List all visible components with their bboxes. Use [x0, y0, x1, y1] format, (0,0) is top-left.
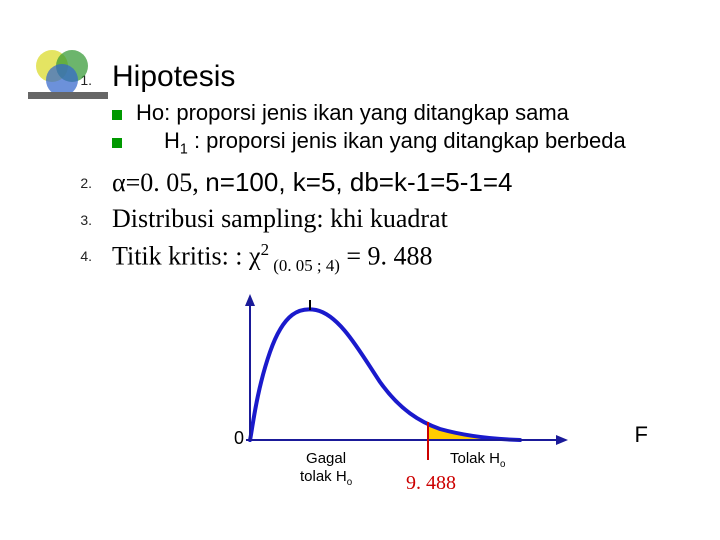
- bullet-icon: [112, 110, 122, 120]
- critical-value-label: 9. 488: [406, 472, 456, 495]
- h1-rest: : proporsi jenis ikan yang ditangkap ber…: [188, 128, 626, 153]
- x-axis-arrow-icon: [556, 435, 568, 445]
- item-4-content: Titik kritis: : χ2 (0. 05 ; 4) = 9. 488: [92, 240, 680, 276]
- gagal-line1: Gagal: [306, 450, 346, 467]
- reject-region-label: Tolak Ho: [450, 450, 505, 470]
- item-1: 1. Hipotesis Ho: proporsi jenis ikan yan…: [40, 60, 680, 161]
- chi-value: = 9. 488: [340, 242, 433, 271]
- tolak-sub: o: [500, 459, 505, 470]
- item-3-content: Distribusi sampling: khi kuadrat: [92, 204, 680, 234]
- slide: 1. Hipotesis Ho: proporsi jenis ikan yan…: [0, 0, 720, 540]
- item-3: 3. Distribusi sampling: khi kuadrat: [40, 204, 680, 234]
- alpha-value: =0. 05,: [126, 168, 206, 197]
- chi-symbol: χ: [249, 242, 261, 271]
- item-1-sublist: Ho: proporsi jenis ikan yang ditangkap s…: [112, 100, 680, 157]
- chi-power: 2: [261, 240, 269, 259]
- params: n=100, k=5, db=k-1=5-1=4: [205, 167, 512, 197]
- accept-region-label: Gagal tolak Ho: [300, 450, 352, 489]
- bullet-icon: [112, 138, 122, 148]
- alpha-symbol: α: [112, 168, 126, 197]
- chart-svg: [180, 282, 660, 502]
- item-1-title: Hipotesis: [112, 60, 680, 94]
- density-curve: [250, 310, 520, 441]
- tolak-text: Tolak H: [450, 450, 500, 467]
- y-axis-arrow-icon: [245, 294, 255, 306]
- item-4-number: 4.: [40, 240, 92, 264]
- sub-item-ho: Ho: proporsi jenis ikan yang ditangkap s…: [112, 100, 680, 126]
- h1-sub: 1: [180, 141, 188, 157]
- item-3-number: 3.: [40, 204, 92, 228]
- sub-ho-text: Ho: proporsi jenis ikan yang ditangkap s…: [136, 100, 569, 126]
- gagal-line2: tolak H: [300, 468, 347, 485]
- item-4: 4. Titik kritis: : χ2 (0. 05 ; 4) = 9. 4…: [40, 240, 680, 276]
- sub-item-h1: H1 : proporsi jenis ikan yang ditangkap …: [112, 128, 680, 157]
- sub-h1-text: H1 : proporsi jenis ikan yang ditangkap …: [164, 128, 626, 157]
- chi-square-chart: 0 F Gagal tolak Ho Tolak Ho 9. 488: [180, 282, 660, 502]
- item-2-content: α=0. 05, n=100, k=5, db=k-1=5-1=4: [92, 167, 680, 198]
- item-1-content: Hipotesis Ho: proporsi jenis ikan yang d…: [92, 60, 680, 161]
- chi-cond: (0. 05 ; 4): [269, 256, 340, 275]
- item-2: 2. α=0. 05, n=100, k=5, db=k-1=5-1=4: [40, 167, 680, 198]
- h1-letter: H: [164, 128, 180, 153]
- gagal-sub: o: [347, 477, 352, 488]
- x-origin-label: 0: [234, 428, 244, 449]
- titik-pre: Titik kritis: :: [112, 242, 249, 271]
- venn-logo: [28, 48, 108, 104]
- item-2-number: 2.: [40, 167, 92, 191]
- x-axis-label: F: [635, 422, 648, 448]
